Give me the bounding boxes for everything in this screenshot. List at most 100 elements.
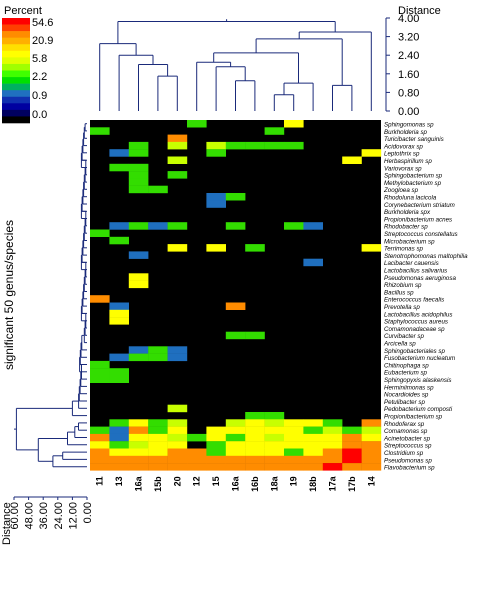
row-label: Acinetobacter sp <box>383 435 431 442</box>
heatmap-cell <box>167 141 188 150</box>
heatmap-cell <box>284 463 304 471</box>
heatmap-cell <box>187 455 207 464</box>
top-axis-tick-label: 0.00 <box>398 106 419 118</box>
heatmap-cell <box>109 222 129 230</box>
row-label: Rhodoferax sp <box>384 421 425 428</box>
heatmap-cell <box>303 222 323 230</box>
legend-swatch <box>2 77 30 84</box>
legend-swatch <box>2 83 30 91</box>
legend-swatch <box>2 57 30 65</box>
heatmap-cell <box>109 441 129 449</box>
heatmap-cell <box>303 455 323 464</box>
heatmap-cell <box>303 426 323 435</box>
legend-tick-label: 2.2 <box>32 71 47 83</box>
heatmap-cell <box>361 433 382 442</box>
heatmap-cell <box>225 331 246 340</box>
heatmap-cell <box>245 433 265 442</box>
heatmap-cell <box>284 433 304 442</box>
row-label: Corynebacterium striatum <box>384 202 455 209</box>
heatmap-cell <box>245 463 265 471</box>
heatmap-cell <box>206 433 226 442</box>
heatmap-cell <box>206 441 226 449</box>
legend-swatch <box>2 24 30 32</box>
row-label: Arcicella sp <box>383 341 416 348</box>
heatmap-cell <box>303 463 323 471</box>
row-label: Staphylococcus aureus <box>384 319 448 326</box>
heatmap-cell <box>90 375 110 383</box>
heatmap-cell <box>206 149 226 157</box>
heatmap-cell <box>148 419 168 427</box>
heatmap-cell <box>167 156 188 164</box>
row-label: Sphingopyxis alaskensis <box>384 377 451 384</box>
heatmap-cell <box>225 463 246 471</box>
heatmap-cell <box>225 441 246 449</box>
heatmap-cell <box>167 244 188 252</box>
heatmap-cell <box>284 141 304 150</box>
heatmap-cell <box>245 455 265 464</box>
heatmap-cell <box>342 441 362 449</box>
heatmap-cell <box>167 134 188 143</box>
heatmap-cell <box>303 419 323 427</box>
row-label: Rhodoluna lacicola <box>384 195 437 202</box>
heatmap-cell <box>128 251 149 259</box>
heatmap-cell <box>264 448 285 456</box>
left-axis-tick-label: 24.00 <box>53 502 65 530</box>
heatmap-cell <box>128 346 149 354</box>
row-label: Streptococcus sp <box>384 443 432 450</box>
heatmap-cell <box>342 463 362 471</box>
top-axis-tick-label: 4.00 <box>398 13 419 25</box>
legend-swatch <box>2 18 30 25</box>
heatmap-cell <box>245 331 265 340</box>
heatmap-cell <box>322 426 343 435</box>
heatmap-cell <box>128 419 149 427</box>
heatmap-cell <box>245 244 265 252</box>
heatmap-cell <box>245 441 265 449</box>
heatmap-cell <box>90 455 110 464</box>
row-label: Clostridium sp <box>384 450 424 457</box>
heatmap-cell <box>128 455 149 464</box>
row-label: Rhizobium sp <box>384 282 422 289</box>
row-label: Pseudomonas sp <box>384 457 432 464</box>
legend-tick-label: 20.9 <box>32 35 53 47</box>
heatmap-cell <box>245 141 265 150</box>
left-axis-tick-label: 48.00 <box>24 502 36 530</box>
heatmap-cell <box>264 419 285 427</box>
legend-swatch <box>2 31 30 38</box>
top-axis-tick-label: 0.80 <box>398 87 419 99</box>
row-label: Lactobacillus acidophilus <box>384 311 452 318</box>
row-label: Methylobacterium sp <box>384 180 442 187</box>
heatmap-cell <box>90 127 110 135</box>
row-label: Variovorax sp <box>384 165 422 172</box>
legend-swatch <box>2 44 30 52</box>
heatmap-cell <box>148 448 168 456</box>
heatmap-cell <box>303 441 323 449</box>
heatmap-cell <box>206 193 226 201</box>
heatmap-cell <box>128 222 149 230</box>
heatmap-cell <box>109 353 129 362</box>
row-label: Chitinophaga sp <box>384 362 429 369</box>
row-label: Flavobacterium sp <box>384 465 435 472</box>
heatmap-cell <box>128 185 149 194</box>
top-axis-tick-label: 1.60 <box>398 69 419 81</box>
row-dendrogram <box>14 123 87 468</box>
heatmap-cell <box>322 463 343 471</box>
legend-title: Percent <box>4 5 42 17</box>
heatmap-cell <box>206 141 226 150</box>
heatmap-cell <box>109 426 129 435</box>
row-label: Pseudomonas aeruginosa <box>384 275 456 282</box>
heatmap-cell <box>225 455 246 464</box>
heatmap-cell <box>148 455 168 464</box>
heatmap-cell <box>342 448 362 456</box>
heatmap-cell <box>206 244 226 252</box>
column-labels: 11 13 16a 15b 20 12 15 16a 16b 18a 19 18b 17a 17b 14 <box>95 475 377 491</box>
row-label: Terrimonas sp <box>384 246 424 253</box>
heatmap-cell <box>303 433 323 442</box>
row-label: Nocardioides sp <box>384 392 429 399</box>
heatmap-cell <box>109 163 129 172</box>
heatmap-cell <box>167 433 188 442</box>
heatmap-cell <box>90 448 110 456</box>
heatmap-cell <box>167 346 188 354</box>
heatmap-cell <box>148 222 168 230</box>
left-axis-tick-label: 12.00 <box>67 502 79 530</box>
heatmap-cell <box>167 455 188 464</box>
